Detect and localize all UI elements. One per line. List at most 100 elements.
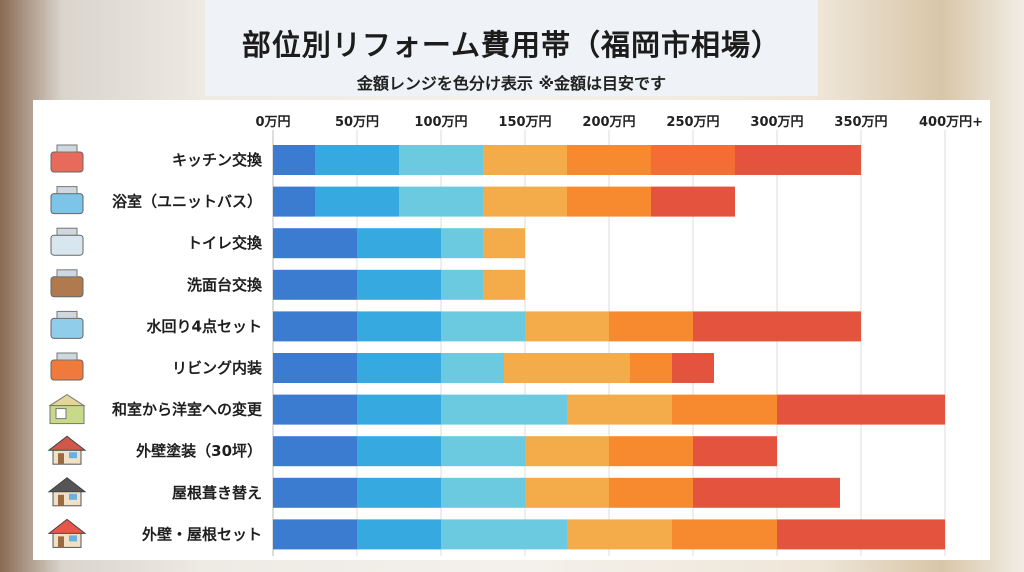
roof-house-icon [47,477,87,507]
house-window [69,493,77,500]
bar-segment [567,186,651,217]
icon-body [50,317,84,339]
water-set-icon [50,310,84,339]
chart-row: 和室から洋室への変更 [48,394,945,425]
chart-row: キッチン交換 [50,144,861,175]
icon-body [50,151,84,173]
bar-segment [693,436,777,467]
bar-segment [441,311,525,342]
chart-row: 外壁塗装（30坪） [47,435,777,467]
toilet-icon [50,227,84,256]
bar-segment [357,269,441,300]
bar-segment [651,186,735,217]
bar-segment [483,269,525,300]
bar-segment [609,477,693,508]
bar-segment [693,311,861,342]
x-tick-label: 0万円 [255,115,290,130]
bar-segment [357,477,441,508]
x-tick-label: 350万円 [834,115,887,130]
room-roof [48,394,86,407]
bar-segment [315,186,399,217]
title-banner: 部位別リフォーム費用帯（福岡市相場） 金額レンジを色分け表示 ※金額は目安です [205,0,818,96]
bar-segment [273,477,357,508]
bar-segment [525,477,609,508]
room-icon [48,394,86,425]
house-window [69,535,77,542]
bar-segment [567,394,672,425]
chart-row: 外壁・屋根セット [47,518,945,550]
row-label: 屋根葺き替え [172,484,262,502]
chart-row: リビング内装 [50,352,714,383]
bar-segment [672,353,714,383]
x-tick-label: 400万円+ [919,115,983,130]
icon-body [50,193,84,215]
red-roof-house-icon [47,518,87,548]
bar-segment [441,477,525,508]
icon-body [50,276,84,298]
bar-segment [441,394,567,425]
bar-segment [273,353,357,383]
bar-segment [357,436,441,467]
room-window [55,408,67,420]
bar-segment [483,186,567,217]
icon-body [50,234,84,256]
chart-row: トイレ交換 [50,227,525,259]
bar-segment [525,436,609,467]
bar-segment [672,519,777,550]
house-roof [47,518,87,534]
bar-segment [357,394,441,425]
chart-row: 屋根葺き替え [47,477,840,508]
x-tick-label: 150万円 [498,115,551,130]
bar-segment [609,436,693,467]
row-label: 外壁塗装（30坪） [135,442,262,460]
bar-segment [441,436,525,467]
x-tick-label: 300万円 [750,115,803,130]
bar-segment [693,477,840,508]
icon-top [56,269,78,278]
bar-segment [399,145,483,175]
bar-segment [273,394,357,425]
row-label: 外壁・屋根セット [141,525,262,543]
bar-segment [273,519,357,550]
bar-segment [441,353,504,383]
bar-segment [273,145,315,175]
bar-segment [273,269,357,300]
bar-segment [273,228,357,259]
page-subtitle: 金額レンジを色分け表示 ※金額は目安です [356,74,667,93]
bar-segment [357,519,441,550]
row-label: 浴室（ユニットバス） [112,193,262,211]
bar-segment [567,145,651,175]
bar-segment [630,353,672,383]
row-label: 水回り4点セット [147,317,262,335]
house-window [69,452,77,459]
house-roof [47,477,87,493]
icon-top [56,186,78,195]
sofa-icon [50,352,84,381]
kitchen-icon [50,144,84,173]
x-tick-label: 250万円 [666,115,719,130]
bar-segment [504,353,630,383]
bar-segment [399,186,483,217]
house-roof [47,435,87,451]
house-door [58,536,64,548]
bar-segment [357,353,441,383]
bar-segment [735,145,861,175]
row-label: トイレ交換 [187,234,263,252]
chart-row: 水回り4点セット [50,310,861,342]
bar-segment [651,145,735,175]
chart-row: 浴室（ユニットバス） [50,186,735,217]
icon-top [56,352,78,361]
row-label: 洗面台交換 [187,276,263,294]
chart-row: 洗面台交換 [50,269,525,300]
bar-segment [777,394,945,425]
bar-segment [777,519,945,550]
bar-segment [441,269,483,300]
row-label: リビング内装 [172,359,263,377]
bathtub-icon [50,186,84,215]
x-tick-label: 200万円 [582,115,635,130]
house-door [58,453,64,465]
bar-segment [273,186,315,217]
row-label: 和室から洋室への変更 [112,401,263,419]
bar-segment [357,311,441,342]
